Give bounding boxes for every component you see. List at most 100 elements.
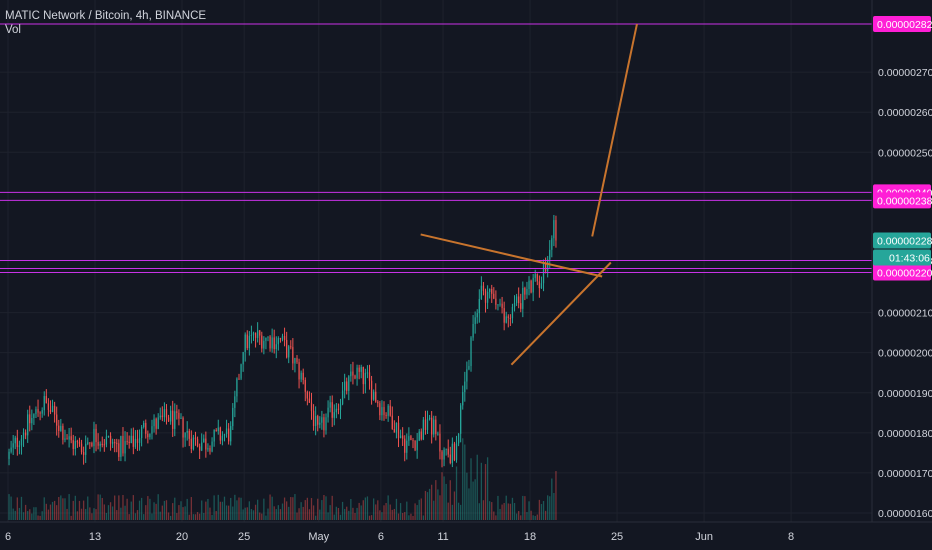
volume-bar xyxy=(89,507,91,520)
volume-bar xyxy=(207,498,209,520)
volume-bar xyxy=(486,457,489,520)
volume-bar xyxy=(62,498,64,520)
volume-bar xyxy=(147,496,149,520)
candle-body xyxy=(457,433,460,444)
volume-bar xyxy=(128,514,130,520)
volume-bar xyxy=(474,479,476,520)
volume-bar xyxy=(542,501,545,520)
volume-bar xyxy=(246,507,248,520)
volume-bar xyxy=(217,494,219,520)
candle-body xyxy=(424,419,427,430)
candle-body xyxy=(555,220,557,241)
candle-body xyxy=(101,443,103,445)
candle-body xyxy=(35,409,37,415)
volume-bar xyxy=(97,494,99,520)
candle-body xyxy=(362,366,364,385)
candle-body xyxy=(118,443,120,457)
volume-bar xyxy=(387,495,389,520)
volume-indicator-label: Vol xyxy=(5,24,21,36)
candle-body xyxy=(250,334,253,336)
candle-body xyxy=(259,330,261,336)
candle-body xyxy=(209,448,211,452)
candle-body xyxy=(56,414,58,426)
candle-body xyxy=(273,337,275,350)
volume-bar xyxy=(410,513,412,520)
candle-body xyxy=(511,307,514,319)
volume-bar xyxy=(549,496,551,520)
badge-background xyxy=(873,232,931,249)
candle-body xyxy=(89,442,91,444)
volume-bar xyxy=(350,499,352,520)
candle-body xyxy=(337,408,340,410)
candle-body xyxy=(439,433,441,452)
volume-bar xyxy=(547,495,549,520)
time-tick-label: May xyxy=(308,531,329,543)
volume-bar xyxy=(165,500,168,520)
candle-body xyxy=(136,438,139,443)
volume-bar xyxy=(555,471,557,520)
candle-body xyxy=(85,443,87,455)
volume-bar xyxy=(31,513,33,520)
volume-bar xyxy=(269,494,271,520)
candle-body xyxy=(379,403,381,416)
candle-body xyxy=(232,407,234,427)
candle-body xyxy=(420,431,422,440)
volume-bar xyxy=(58,497,60,520)
volume-bar xyxy=(292,497,294,520)
candle-body xyxy=(348,376,350,391)
volume-bar xyxy=(78,500,81,520)
candle-body xyxy=(281,336,284,340)
candle-body xyxy=(520,303,522,309)
volume-bar xyxy=(271,496,273,520)
candle-body xyxy=(501,303,503,309)
candle-body xyxy=(8,451,10,459)
volume-bar xyxy=(393,508,396,520)
candle-body xyxy=(225,428,228,435)
volume-bars xyxy=(8,438,557,520)
time-tick-label: 25 xyxy=(611,531,623,543)
candle-body xyxy=(153,418,155,427)
candle-body xyxy=(31,418,33,424)
volume-bar xyxy=(201,500,203,520)
volume-bar xyxy=(198,513,201,520)
volume-bar xyxy=(526,512,528,520)
candle-body xyxy=(503,308,505,323)
candle-body xyxy=(49,409,52,413)
candle-body xyxy=(29,414,31,424)
volume-bar xyxy=(532,515,534,520)
candle-body xyxy=(513,303,516,308)
volume-bar xyxy=(491,502,493,520)
volume-bar xyxy=(101,497,103,520)
badge-background xyxy=(873,16,931,33)
volume-bar xyxy=(120,507,122,520)
candle-body xyxy=(66,438,68,440)
volume-bar xyxy=(478,503,480,520)
candle-body xyxy=(87,442,89,444)
candle-body xyxy=(182,417,184,438)
volume-bar xyxy=(304,500,306,520)
candle-body xyxy=(145,422,147,434)
volume-bar xyxy=(441,472,443,520)
candle-body xyxy=(138,438,141,443)
volume-bar xyxy=(503,502,505,520)
volume-bar xyxy=(136,510,139,520)
volume-bar xyxy=(74,495,76,520)
volume-bar xyxy=(149,498,151,520)
candle-body xyxy=(211,441,213,452)
volume-bar xyxy=(82,500,85,520)
candle-body xyxy=(134,438,137,447)
volume-bar xyxy=(169,515,172,520)
candle-body xyxy=(364,372,367,385)
candle-body xyxy=(509,317,512,319)
volume-bar xyxy=(302,506,304,520)
volume-bar xyxy=(103,504,105,520)
candle-body xyxy=(389,405,391,416)
volume-bar xyxy=(240,497,242,520)
volume-bar xyxy=(515,513,518,520)
candle-body xyxy=(285,339,288,358)
candle-body xyxy=(163,409,166,418)
candle-body xyxy=(184,432,186,438)
candle-body xyxy=(120,436,122,457)
candle-body xyxy=(431,417,433,435)
